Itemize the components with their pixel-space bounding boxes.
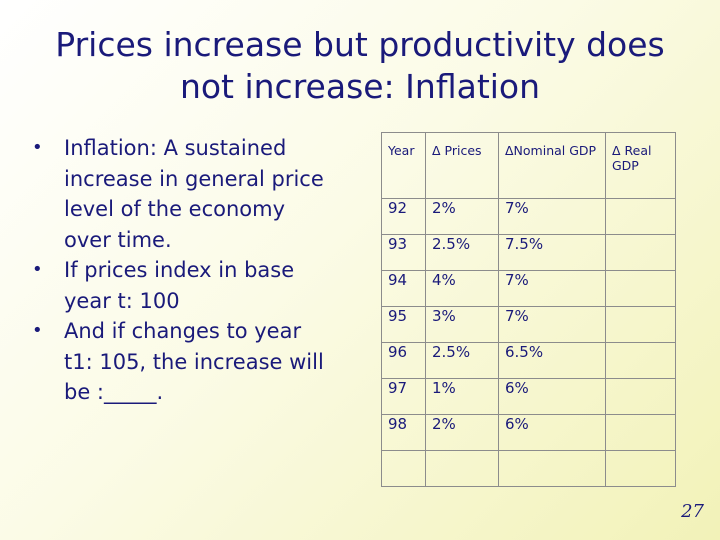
cell-empty [498,450,606,487]
cell-empty [605,450,676,487]
cell-year: 94 [381,270,426,307]
cell-year: 95 [381,306,426,343]
cell-real-gdp [605,378,676,415]
bullet-list: Inflation: A sustained increase in gener… [30,133,360,408]
table-row: 93 2.5% 7.5% [381,234,676,271]
bullet-item-definition: Inflation: A sustained increase in gener… [30,133,360,255]
cell-prices: 1% [425,378,499,415]
table-row: 96 2.5% 6.5% [381,342,676,379]
table-row-empty [381,450,676,487]
header-delta-real-gdp: Δ Real GDP [605,132,676,199]
cell-year: 96 [381,342,426,379]
cell-prices: 2% [425,414,499,451]
header-year: Year [381,132,426,199]
header-delta-nominal-gdp: ΔNominal GDP [498,132,606,199]
table-row: 97 1% 6% [381,378,676,415]
cell-nominal-gdp: 7% [498,198,606,235]
cell-nominal-gdp: 7% [498,306,606,343]
inflation-table: Year Δ Prices ΔNominal GDP Δ Real GDP 92… [381,132,676,487]
cell-real-gdp [605,270,676,307]
cell-year: 92 [381,198,426,235]
cell-nominal-gdp: 7.5% [498,234,606,271]
cell-nominal-gdp: 6.5% [498,342,606,379]
table-row: 95 3% 7% [381,306,676,343]
bullet-item-question: And if changes to year t1: 105, the incr… [30,316,360,408]
table-row: 98 2% 6% [381,414,676,451]
slide-title-line-2: not increase: Inflation [179,67,541,106]
cell-nominal-gdp: 6% [498,414,606,451]
cell-prices: 4% [425,270,499,307]
header-delta-prices: Δ Prices [425,132,499,199]
cell-prices: 3% [425,306,499,343]
cell-real-gdp [605,234,676,271]
cell-real-gdp [605,342,676,379]
slide-title: Prices increase but productivity does no… [40,24,680,108]
cell-prices: 2.5% [425,342,499,379]
table-row: 94 4% 7% [381,270,676,307]
cell-real-gdp [605,306,676,343]
cell-prices: 2.5% [425,234,499,271]
cell-real-gdp [605,414,676,451]
page-number: 27 [681,501,704,522]
table-header-row: Year Δ Prices ΔNominal GDP Δ Real GDP [381,132,676,199]
cell-nominal-gdp: 6% [498,378,606,415]
slide-title-line-1: Prices increase but productivity does [55,25,665,64]
cell-empty [425,450,499,487]
table-row: 92 2% 7% [381,198,676,235]
cell-year: 98 [381,414,426,451]
cell-year: 93 [381,234,426,271]
cell-prices: 2% [425,198,499,235]
bullet-item-base-year: If prices index in base year t: 100 [30,255,360,316]
cell-real-gdp [605,198,676,235]
cell-nominal-gdp: 7% [498,270,606,307]
cell-year: 97 [381,378,426,415]
cell-empty [381,450,426,487]
